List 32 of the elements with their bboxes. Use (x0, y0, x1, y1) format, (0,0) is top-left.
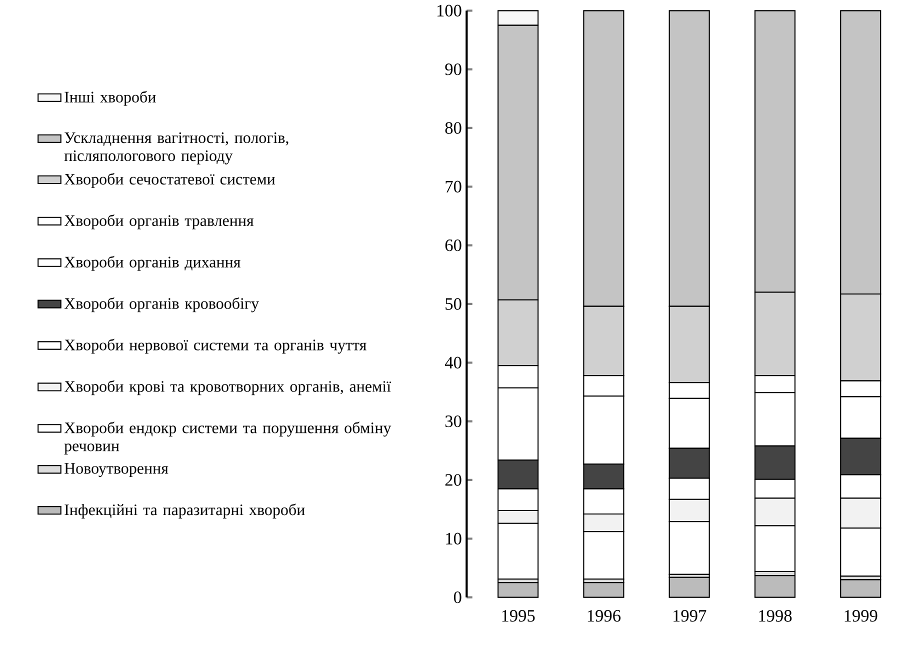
x-tick-label: 1999 (844, 610, 878, 622)
y-tick-label: 70 (446, 180, 462, 192)
legend-label: Хвороби органів кровообігу (64, 297, 259, 312)
x-tick-label: 1995 (502, 610, 535, 622)
legend-label: Хвороби нервової системи та органів чуття (64, 338, 366, 354)
legend-label: Інфекційні та паразитарні хвороби (64, 504, 305, 518)
y-tick-label: 90 (445, 63, 462, 76)
y-tick-label: 50 (446, 298, 462, 310)
y-tick-label: 40 (444, 356, 462, 368)
bar (668, 576, 710, 598)
y-tick-label: 60 (445, 239, 462, 252)
legend-label: Новоутворення (64, 463, 168, 478)
y-tick-label: 0 (454, 591, 462, 604)
y-tick-label: 100 (437, 4, 462, 16)
legend-label: Хвороби органів дихання (64, 256, 240, 271)
legend-label: Хвороби органів травлення (64, 214, 254, 230)
bar (840, 579, 882, 598)
y-tick-label: 20 (445, 474, 462, 486)
bar (754, 575, 796, 598)
legend-label: Хвороби ендокр системи та порушення обміну речовин (64, 422, 392, 455)
legend-label: Інші хвороби (64, 90, 156, 106)
x-tick-label: 1997 (674, 610, 706, 622)
y-tick-label: 30 (445, 415, 462, 428)
legend-label: Хвороби крові та кровотворних органів, анемії (64, 380, 392, 396)
y-tick-label: 10 (446, 532, 462, 544)
legend-label: Ускладнення вагітності, пологів, післяпологового періоду (64, 132, 288, 164)
legend-label: Хвороби сечостатевої системи (64, 172, 275, 188)
x-tick-label: 1998 (759, 610, 792, 622)
bar (498, 582, 539, 598)
y-tick-label: 80 (445, 122, 462, 134)
bar (583, 582, 624, 598)
x-tick-label: 1996 (588, 610, 621, 622)
